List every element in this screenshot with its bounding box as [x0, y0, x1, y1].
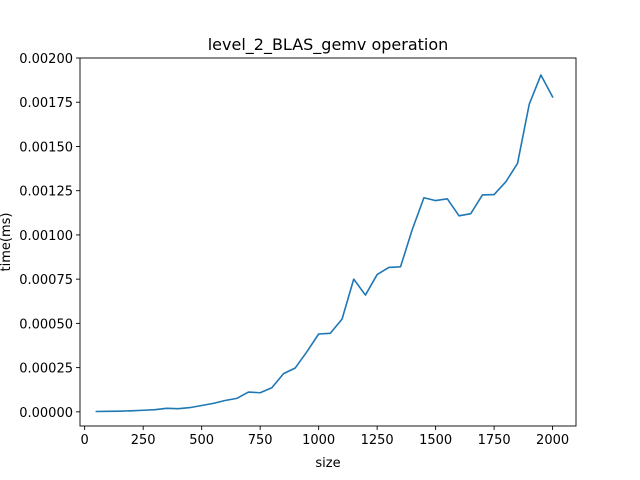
x-tick-label: 1500	[419, 433, 452, 448]
series-line	[95, 74, 554, 413]
y-tick-label: 0.00025	[19, 362, 73, 377]
axes-frame	[79, 57, 577, 427]
y-tick-label: 0.00050	[19, 317, 73, 332]
y-tick-label: 0.00150	[19, 140, 73, 155]
x-tick-label: 500	[189, 433, 214, 448]
plot-area: 0 250 500 750 1000 1250 1500 1750 2000 0.00000 0.0…	[19, 52, 577, 448]
x-axis-label: size	[315, 456, 340, 471]
x-tick-label: 1750	[478, 433, 511, 448]
chart-title: level_2_BLAS_gemv operation	[208, 35, 449, 55]
y-tick-label: 0.00200	[19, 52, 73, 67]
x-tick-label: 1250	[361, 433, 394, 448]
x-tick-label: 2000	[536, 433, 569, 448]
x-tick-label: 0	[81, 433, 89, 448]
y-axis-label: time(ms)	[0, 213, 14, 272]
x-tick-label: 750	[248, 433, 273, 448]
x-tick-label: 250	[131, 433, 156, 448]
y-tick-label: 0.00175	[19, 96, 73, 111]
y-tick-label: 0.00125	[19, 185, 73, 200]
y-tick-label: 0.00075	[19, 273, 73, 288]
y-tick-label: 0.00000	[19, 406, 73, 421]
y-tick-label: 0.00100	[19, 229, 73, 244]
x-tick-label: 1000	[302, 433, 335, 448]
